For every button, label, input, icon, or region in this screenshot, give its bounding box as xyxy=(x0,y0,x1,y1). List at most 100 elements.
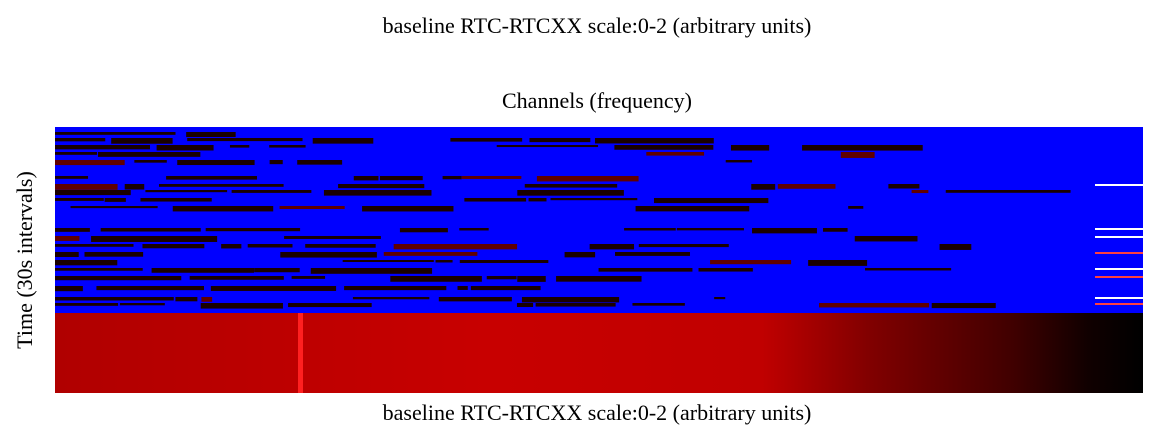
heatmap-texture xyxy=(450,138,522,142)
heatmap-texture xyxy=(152,268,254,273)
heatmap-texture xyxy=(714,297,725,299)
heatmap-texture xyxy=(288,303,372,307)
heatmap-texture xyxy=(639,244,729,247)
top-axis-label: Channels (frequency) xyxy=(502,88,692,113)
heatmap-texture xyxy=(517,190,624,196)
heatmap-texture xyxy=(311,268,432,274)
heatmap-texture xyxy=(731,145,769,151)
heatmap-texture xyxy=(646,152,704,156)
heatmap-texture xyxy=(175,297,197,301)
heatmap-texture xyxy=(537,176,639,181)
heatmap-texture xyxy=(105,198,126,202)
heatmap-texture xyxy=(206,228,300,231)
heatmap-texture xyxy=(1095,236,1143,238)
heatmap-texture xyxy=(344,286,446,290)
heatmap-texture xyxy=(343,260,434,262)
heatmap-texture xyxy=(458,286,468,290)
heatmap-texture xyxy=(802,145,923,151)
heatmap-texture xyxy=(280,206,345,209)
heatmap-texture xyxy=(55,160,125,165)
heatmap-texture xyxy=(384,252,478,256)
heatmap-texture xyxy=(841,152,875,158)
heatmap-texture xyxy=(517,276,545,282)
heatmap-texture xyxy=(55,176,88,179)
heatmap-texture xyxy=(443,176,462,179)
heatmap-texture xyxy=(55,145,150,149)
heatmap-texture xyxy=(595,138,714,143)
heatmap-texture xyxy=(439,297,512,301)
heatmap-texture xyxy=(624,228,676,231)
heatmap-texture xyxy=(270,160,283,164)
heatmap-texture xyxy=(1095,297,1143,299)
x-axis-label: baseline RTC-RTCXX scale:0-2 (arbitrary … xyxy=(383,400,812,425)
heatmap-texture xyxy=(823,228,848,232)
heatmap-texture xyxy=(98,152,200,157)
heatmap-texture xyxy=(284,236,381,239)
heatmap-texture xyxy=(134,160,166,163)
heatmap-texture xyxy=(400,228,448,232)
heatmap-texture xyxy=(201,297,212,302)
heatmap-texture xyxy=(55,260,117,265)
heatmap-texture xyxy=(166,176,257,180)
heatmap-texture xyxy=(354,176,379,180)
heatmap-texture xyxy=(487,276,517,279)
heatmap-texture xyxy=(464,198,526,202)
heatmap-texture xyxy=(157,145,214,151)
heatmap-texture xyxy=(677,228,744,230)
heatmap-texture xyxy=(55,198,104,201)
heatmap-texture xyxy=(55,190,131,195)
heatmap-texture xyxy=(556,276,641,282)
heatmap-texture xyxy=(615,252,690,256)
heatmap-texture xyxy=(436,260,453,262)
heatmap-texture xyxy=(313,138,374,144)
heatmap-texture xyxy=(120,303,165,305)
heatmap-texture xyxy=(211,286,336,291)
heatmap-texture xyxy=(71,206,158,208)
heatmap-texture xyxy=(380,176,423,180)
heatmap-texture xyxy=(808,260,867,266)
heatmap-texture xyxy=(459,228,488,230)
heatmap-texture xyxy=(55,297,174,300)
heatmap-texture xyxy=(932,303,996,308)
heatmap-texture xyxy=(55,184,118,190)
heatmap-texture xyxy=(710,260,791,264)
heatmap-texture xyxy=(819,303,929,307)
heatmap-texture xyxy=(599,268,693,272)
heatmap-texture xyxy=(529,138,590,142)
heatmap-texture xyxy=(125,184,145,190)
heatmap-texture xyxy=(517,303,533,307)
heatmap-texture xyxy=(305,244,375,248)
heatmap-texture xyxy=(173,206,273,211)
heatmap-texture xyxy=(269,145,305,148)
heatmap-texture xyxy=(248,244,293,247)
heatmap-texture xyxy=(186,132,236,137)
heatmap-texture xyxy=(187,138,302,141)
heatmap-texture xyxy=(390,276,482,282)
heatmap-texture xyxy=(140,198,211,202)
heatmap-texture xyxy=(1095,184,1143,186)
heatmap-texture xyxy=(940,244,972,250)
heatmap-texture xyxy=(462,176,522,179)
heatmap-texture xyxy=(614,145,713,150)
heatmap-texture xyxy=(394,244,517,249)
heatmap-texture xyxy=(1095,228,1143,230)
heatmap-texture xyxy=(55,286,83,291)
heatmap-texture xyxy=(55,303,118,306)
heatmap-texture xyxy=(55,252,79,257)
heatmap-texture xyxy=(888,184,919,189)
heatmap-texture xyxy=(84,252,143,257)
heatmap-texture xyxy=(848,206,863,209)
heatmap-texture xyxy=(1095,303,1143,305)
heatmap-texture xyxy=(865,268,951,270)
heatmap-texture xyxy=(529,198,547,201)
heatmap-texture xyxy=(232,190,312,193)
heatmap-texture xyxy=(565,252,596,257)
heatmap-texture xyxy=(726,160,752,162)
heatmap-texture xyxy=(460,260,549,263)
y-axis-label: Time (30s intervals) xyxy=(12,171,37,349)
heatmap-upper xyxy=(55,127,1143,313)
heatmap-texture xyxy=(497,145,598,147)
heatmap-texture xyxy=(636,206,750,211)
chart-title: baseline RTC-RTCXX scale:0-2 (arbitrary … xyxy=(383,13,812,38)
heatmap-texture xyxy=(55,268,143,271)
